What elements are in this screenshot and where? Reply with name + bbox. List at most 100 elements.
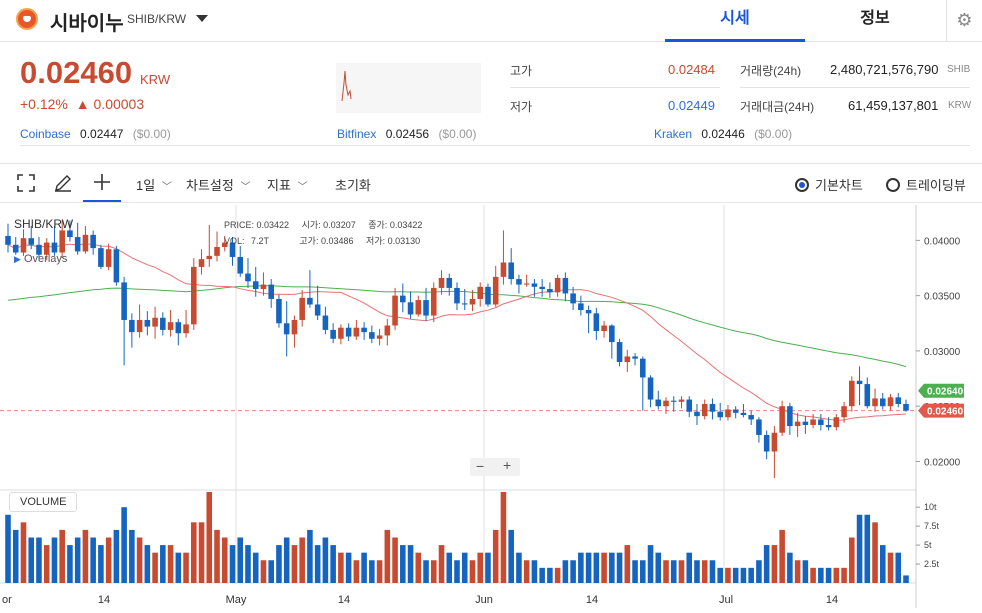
candle-body: [43, 242, 50, 255]
y-tick-label: 0.04000: [924, 236, 961, 247]
tradingview-radio[interactable]: 트레이딩뷰: [886, 175, 966, 194]
tab-market[interactable]: 시세: [665, 0, 805, 42]
basic-chart-radio[interactable]: 기본차트: [795, 175, 863, 194]
pencil-icon[interactable]: [53, 173, 73, 193]
legend-symbol: SHIB/KRW: [14, 217, 74, 231]
legend-value: 0.03486: [320, 236, 354, 246]
candle-body: [554, 277, 561, 293]
crosshair-tool[interactable]: [83, 164, 121, 202]
legend-label: 시가:: [301, 220, 321, 230]
zoom-out-button[interactable]: −: [476, 458, 485, 474]
volume-bar: [732, 567, 739, 583]
chevron-down-icon[interactable]: [196, 15, 208, 22]
candle-body: [415, 300, 422, 315]
price-tag-label: 0.02460: [927, 407, 964, 418]
volume-bar: [214, 529, 220, 583]
chart-settings-button[interactable]: 차트설정 ﹀: [186, 175, 250, 194]
candle-body: [616, 342, 623, 362]
volume-bar: [90, 537, 96, 583]
candle-body: [678, 399, 685, 402]
candle-body: [206, 255, 213, 260]
indicators-button[interactable]: 지표 ﹀: [267, 175, 308, 194]
volume-bar: [252, 552, 259, 583]
exchange-coinbase[interactable]: Coinbase 0.02447 ($0.00): [20, 127, 171, 141]
candle-body: [756, 419, 762, 435]
volume-bar: [709, 560, 716, 583]
volume-bar: [160, 545, 166, 583]
mini-chart: [336, 63, 481, 113]
volume-bar: [338, 552, 344, 583]
volume-tick-label: 10t: [924, 502, 937, 512]
candle-body: [136, 319, 143, 333]
candle-body: [879, 398, 886, 407]
candle-body: [802, 421, 809, 425]
value-label: 거래대금(24H): [740, 100, 815, 114]
candlestick-chart[interactable]: 0.040000.035000.030000.025000.02000or14M…: [0, 205, 982, 608]
high-value: 0.02484: [668, 62, 715, 77]
interval-select[interactable]: 1일 ﹀: [136, 175, 172, 194]
volume-tick-label: 7.5t: [924, 521, 940, 531]
volume-bar: [245, 545, 251, 583]
radio-selected-icon: [795, 178, 809, 192]
interval-label: 1일: [136, 178, 156, 193]
volume-bar: [430, 560, 437, 583]
candle-body: [624, 356, 631, 362]
legend-value: 0.03130: [387, 236, 421, 246]
high-label: 고가: [510, 64, 533, 78]
candle-body: [485, 286, 491, 305]
candle-body: [825, 424, 832, 428]
volume-bar: [624, 545, 631, 583]
volume-bar: [694, 560, 700, 583]
candle-body: [779, 406, 785, 433]
candle-body: [523, 283, 530, 285]
exchange-kraken[interactable]: Kraken 0.02446 ($0.00): [654, 127, 792, 141]
x-tick-label: May: [226, 594, 247, 606]
candle-body: [307, 297, 313, 305]
candle-body: [787, 406, 793, 427]
candle-body: [338, 327, 344, 339]
volume-bar: [423, 560, 429, 583]
volume-bar: [283, 537, 290, 583]
volume-bar: [601, 552, 607, 583]
gear-icon[interactable]: ⚙: [946, 0, 982, 42]
volume-bar: [469, 560, 476, 583]
volume-bar: [400, 545, 406, 583]
reset-button[interactable]: 초기화: [335, 178, 371, 193]
candle-body: [353, 327, 360, 337]
volume-bar: [314, 545, 321, 583]
zoom-controls: − +: [470, 457, 520, 476]
volume-bar: [59, 529, 65, 583]
zoom-in-button[interactable]: +: [503, 457, 512, 473]
volume-bar: [593, 552, 600, 583]
volume-bar: [51, 537, 58, 583]
candle-body: [562, 277, 569, 294]
volume-bar: [856, 514, 863, 583]
volume-bar: [183, 552, 189, 583]
volume-bar: [376, 560, 383, 583]
overlays-toggle[interactable]: ▶ Overlays: [14, 253, 67, 265]
volume-bar: [299, 537, 305, 583]
volume-bar: [307, 529, 313, 583]
volume-bar: [74, 537, 81, 583]
candle-body: [152, 317, 158, 327]
price-chart[interactable]: 0.040000.035000.030000.025000.02000or14M…: [0, 205, 982, 608]
candle-body: [90, 234, 96, 249]
candle-body: [849, 380, 855, 407]
candle-body: [345, 327, 352, 337]
volume-bar: [678, 560, 685, 583]
candle-body: [841, 406, 847, 418]
crosshair-icon: [94, 174, 110, 190]
price-tag-shape: [918, 383, 964, 398]
volume-bar: [121, 507, 127, 583]
x-tick-label: Jul: [719, 594, 733, 606]
volume-bar: [632, 560, 638, 583]
volume-tick-label: 2.5t: [924, 559, 940, 569]
fullscreen-icon[interactable]: [17, 174, 35, 192]
exchange-bitfinex[interactable]: Bitfinex 0.02456 ($0.00): [337, 127, 476, 141]
candle-body: [709, 403, 716, 412]
candle-body: [903, 403, 909, 411]
tab-info[interactable]: 정보: [860, 10, 890, 27]
chart-settings-label: 차트설정: [186, 178, 234, 193]
exchange-price: 0.02447: [80, 127, 124, 141]
candle-body: [864, 384, 871, 407]
